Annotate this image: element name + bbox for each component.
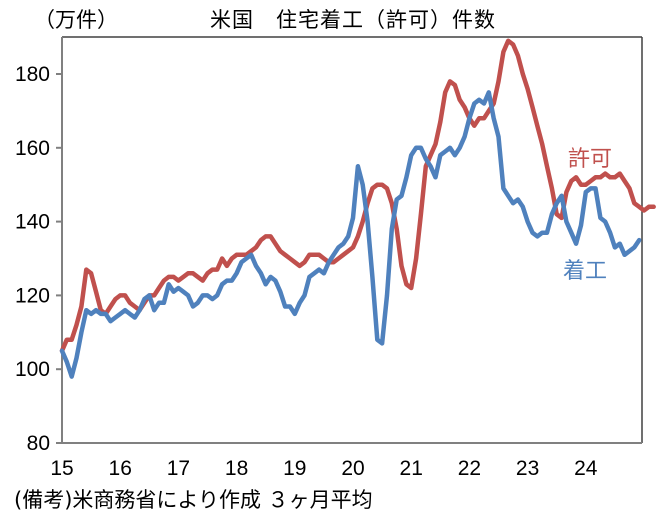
chart-series [59, 38, 656, 379]
x-tick-label: 17 [167, 457, 190, 480]
chart-title: 米国 住宅着工（許可）件数 [210, 8, 496, 32]
y-tick-label: 100 [15, 358, 50, 381]
x-tick-label: 16 [109, 457, 132, 480]
permits-series-label: 許可 [568, 147, 612, 172]
x-tick-label: 23 [516, 457, 539, 480]
x-tick-label: 15 [50, 457, 73, 480]
y-tick-label: 160 [15, 137, 50, 160]
y-tick-label: 140 [15, 211, 50, 234]
x-tick-label: 19 [283, 457, 306, 480]
y-tick-label: 80 [27, 432, 50, 455]
starts-line [59, 90, 642, 379]
x-tick-label: 18 [225, 457, 248, 480]
x-tick-label: 22 [458, 457, 481, 480]
x-tick-label: 20 [341, 457, 364, 480]
starts-series-label: 着工 [563, 259, 607, 284]
x-tick-label: 21 [400, 457, 423, 480]
chart-axes: 80 100 120 140 160 180 15 16 17 18 19 20 21 22 23 24 [15, 36, 643, 480]
y-tick-label: 180 [15, 63, 50, 86]
y-axis-unit-label: （万件） [34, 8, 118, 32]
y-tick-label: 120 [15, 284, 50, 307]
x-tick-label: 24 [574, 457, 598, 480]
source-note: (備考)米商務省により作成 ３ヶ月平均 [14, 488, 373, 512]
